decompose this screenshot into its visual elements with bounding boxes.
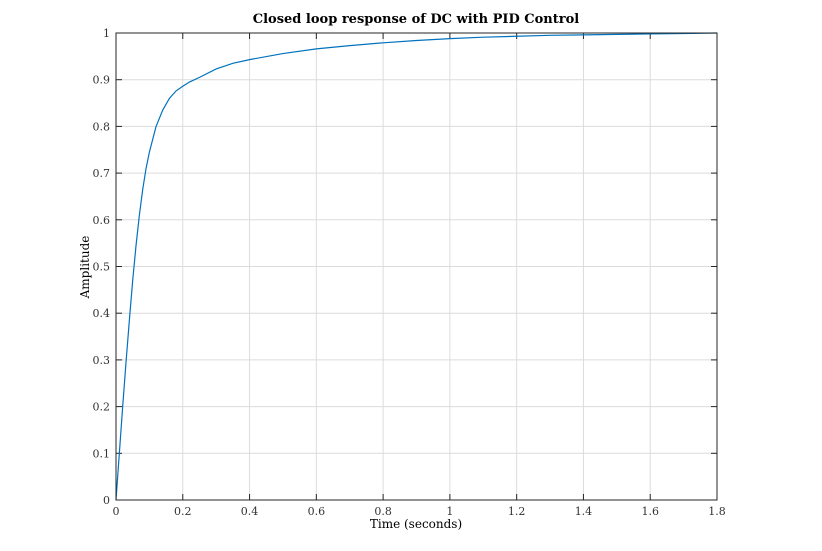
y-tick-label: 0.7 [93,167,111,180]
x-tick-label: 1 [446,505,453,518]
y-tick-label: 0.3 [93,354,111,367]
y-axis-label: Amplitude [78,236,92,300]
y-tick-label: 0.1 [93,447,111,460]
x-tick-label: 1.6 [641,505,659,518]
y-tick-label: 0.8 [93,120,111,133]
x-tick-label: 0.2 [174,505,192,518]
chart-title: Closed loop response of DC with PID Cont… [253,12,580,27]
x-tick-label: 0.6 [308,505,326,518]
x-axis-label: Time (seconds) [370,517,462,531]
series-line [115,32,718,501]
y-tick-label: 0 [103,494,110,507]
y-tick-label: 1 [103,27,110,40]
y-tick-labels: 0 0.1 0.2 0.3 0.4 0.5 0.6 0.7 0.8 0.9 1 [93,27,111,507]
x-tick-label: 1.4 [575,505,593,518]
y-tick-label: 0.4 [93,307,111,320]
y-tick-label: 0.5 [93,261,111,274]
x-tick-label: 1.8 [708,505,726,518]
y-tick-label: 0.2 [93,401,111,414]
x-tick-label: 0.4 [241,505,259,518]
x-tick-label: 1.2 [508,505,526,518]
x-tick-labels: 0 0.2 0.4 0.6 0.8 1 1.2 1.4 1.6 1.8 [113,505,726,518]
x-tick-label: 0.8 [374,505,392,518]
x-tick-label: 0 [113,505,120,518]
y-tick-label: 0.6 [93,214,111,227]
axes-box [115,32,718,501]
y-tick-label: 0.9 [93,74,111,87]
series-group [115,32,718,501]
grid-lines [116,33,717,500]
